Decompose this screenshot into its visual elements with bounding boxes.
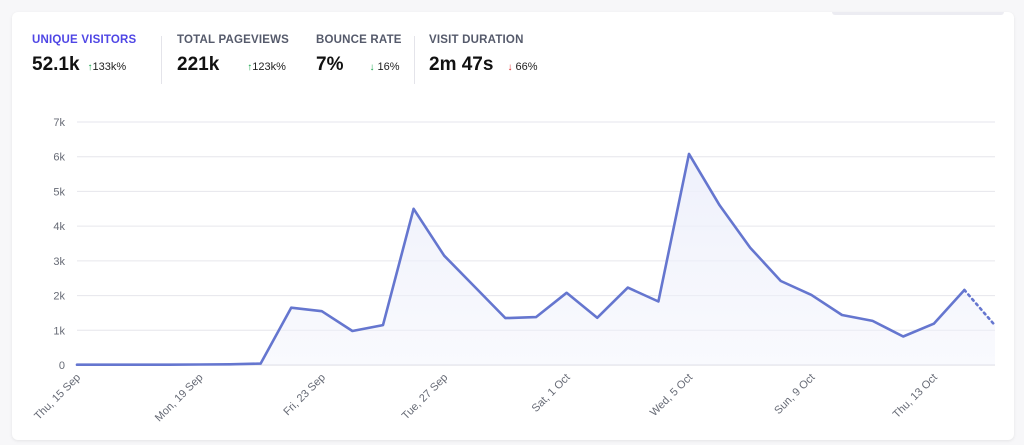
data-point <box>961 287 967 293</box>
x-tick-label: Tue, 27 Sep <box>400 372 451 423</box>
y-tick-label: 7k <box>53 117 65 129</box>
data-point <box>564 290 570 296</box>
data-point <box>808 292 814 298</box>
data-point <box>870 318 876 324</box>
data-point <box>717 202 723 208</box>
data-point <box>686 151 692 157</box>
x-tick-label: Sat, 1 Oct <box>530 372 573 415</box>
stat-change-value: 16% <box>377 61 400 73</box>
data-point <box>166 362 172 368</box>
stat-change-value: 66% <box>515 61 538 73</box>
series-line <box>75 152 966 366</box>
x-tick-label: Mon, 19 Sep <box>153 372 206 425</box>
stat-total-pageviews[interactable]: TOTAL PAGEVIEWS 221k ↑123k% <box>162 34 316 84</box>
stat-value: 7% <box>316 54 344 75</box>
stat-change: ↑133k% <box>88 61 127 73</box>
y-tick-label: 1k <box>53 325 65 337</box>
y-tick-label: 0 <box>59 360 65 372</box>
stat-value: 2m 47s <box>429 54 494 75</box>
arrow-up-icon: ↑ <box>247 62 253 73</box>
data-point <box>227 361 233 367</box>
y-tick-label: 4k <box>53 221 65 233</box>
x-tick-label: Fri, 23 Sep <box>281 372 328 419</box>
data-point <box>992 322 998 328</box>
data-point <box>533 314 539 320</box>
x-tick-label: Wed, 5 Oct <box>648 372 695 419</box>
top-strip <box>832 12 1004 15</box>
x-tick-label: Sun, 9 Oct <box>772 372 817 417</box>
data-point <box>74 362 80 368</box>
data-point <box>411 206 417 212</box>
data-point <box>747 245 753 251</box>
data-point <box>196 361 202 367</box>
y-tick-label: 6k <box>53 152 65 164</box>
stat-value: 52.1k <box>32 54 80 75</box>
data-point <box>778 278 784 284</box>
stat-label: UNIQUE VISITORS <box>32 34 137 46</box>
arrow-down-icon: ↓ <box>369 62 375 73</box>
data-point <box>472 284 478 290</box>
data-point <box>594 315 600 321</box>
stats-bar: UNIQUE VISITORS 52.1k ↑133k% TOTAL PAGEV… <box>32 34 573 84</box>
data-point <box>349 328 355 334</box>
y-tick-label: 2k <box>53 291 65 303</box>
x-tick-label: Thu, 15 Sep <box>32 372 83 423</box>
data-point <box>441 253 447 259</box>
x-tick-label: Thu, 13 Oct <box>891 372 940 421</box>
stat-change: ↓ 66% <box>507 61 537 73</box>
arrow-down-icon: ↓ <box>507 62 513 73</box>
data-point <box>105 362 111 368</box>
data-point <box>380 322 386 328</box>
stat-label: BOUNCE RATE <box>316 34 402 46</box>
stat-change-value: 133k% <box>92 61 127 73</box>
area-fill <box>77 153 995 365</box>
data-point <box>288 305 294 311</box>
stat-visit-duration[interactable]: VISIT DURATION 2m 47s ↓ 66% <box>415 34 573 84</box>
data-point <box>135 362 141 368</box>
data-point <box>655 298 661 304</box>
y-tick-label: 5k <box>53 186 65 198</box>
data-point <box>502 315 508 321</box>
stat-change: ↑123k% <box>247 61 286 73</box>
data-point <box>900 334 906 340</box>
stat-label: VISIT DURATION <box>429 34 524 46</box>
stat-bounce-rate[interactable]: BOUNCE RATE 7% ↓ 16% <box>316 34 415 84</box>
stat-value: 221k <box>177 54 220 75</box>
data-point <box>625 285 631 291</box>
y-tick-label: 3k <box>53 256 65 268</box>
data-point <box>931 321 937 327</box>
stat-change: ↓ 16% <box>369 61 399 73</box>
stat-change-value: 123k% <box>252 61 286 73</box>
arrow-up-icon: ↑ <box>87 62 93 73</box>
data-point <box>319 308 325 314</box>
stat-unique-visitors[interactable]: UNIQUE VISITORS 52.1k ↑133k% <box>32 34 162 84</box>
data-point <box>839 312 845 318</box>
stat-label: TOTAL PAGEVIEWS <box>177 34 290 46</box>
data-point <box>258 361 264 367</box>
series-line-incomplete <box>963 288 997 327</box>
